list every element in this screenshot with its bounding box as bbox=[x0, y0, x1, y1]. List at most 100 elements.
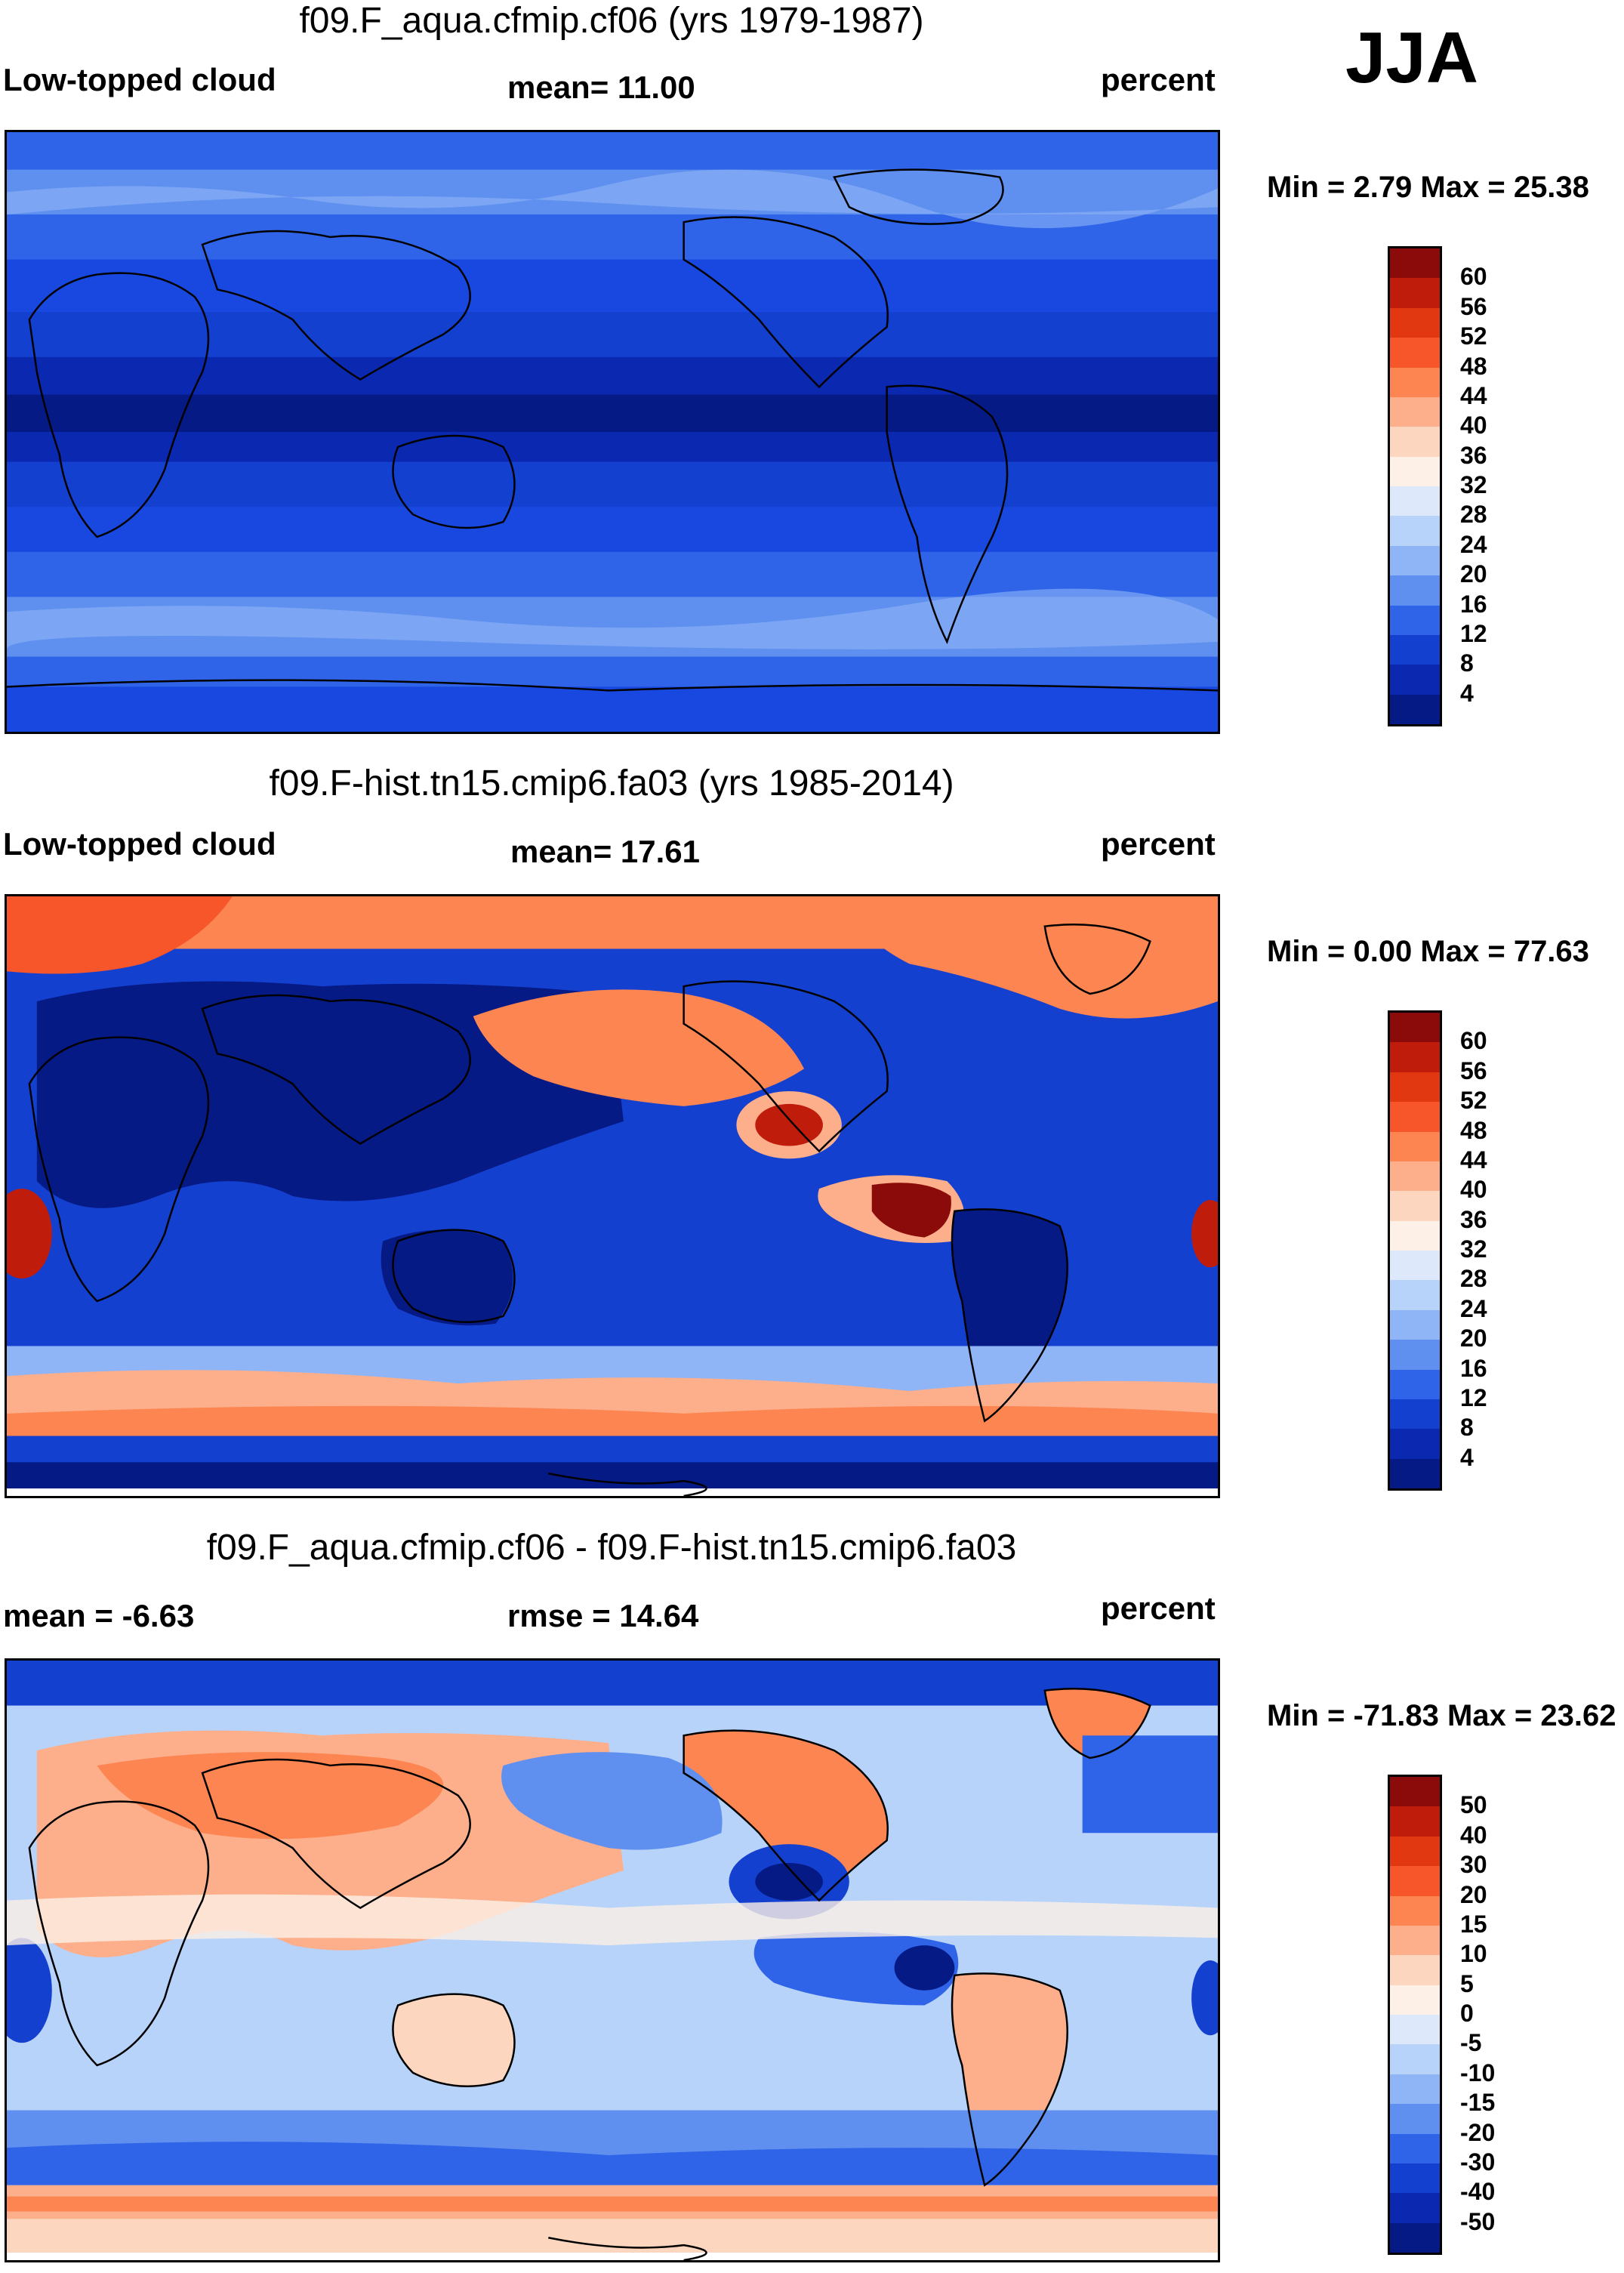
colorbar-tick-label: 40 bbox=[1460, 1821, 1487, 1849]
colorbar-tick-label: 8 bbox=[1460, 1414, 1474, 1442]
panel-2-left-label: Low-topped cloud bbox=[3, 826, 276, 862]
panel-2-map-svg bbox=[7, 896, 1218, 1496]
colorbar-swatch bbox=[1390, 545, 1440, 576]
panel-2-units-label: percent bbox=[1101, 826, 1216, 862]
colorbar-swatch bbox=[1390, 1102, 1440, 1132]
colorbar-swatch bbox=[1390, 1131, 1440, 1161]
panel-1-left-label: Low-topped cloud bbox=[3, 62, 276, 97]
colorbar-swatch bbox=[1390, 2015, 1440, 2045]
colorbar-swatch bbox=[1390, 634, 1440, 665]
colorbar-swatch bbox=[1390, 1309, 1440, 1340]
colorbar-swatch bbox=[1390, 248, 1440, 279]
panel-1-mean-label: mean= 11.00 bbox=[507, 69, 695, 105]
colorbar-tick-label: 40 bbox=[1460, 412, 1487, 439]
colorbar-swatch bbox=[1390, 694, 1440, 724]
colorbar-tick-label: 44 bbox=[1460, 381, 1487, 409]
colorbar-tick-label: 44 bbox=[1460, 1146, 1487, 1174]
colorbar-tick-label: 56 bbox=[1460, 1056, 1487, 1084]
colorbar-swatch bbox=[1390, 1777, 1440, 1807]
colorbar-tick-label: 15 bbox=[1460, 1910, 1487, 1938]
colorbar-swatch bbox=[1390, 575, 1440, 606]
colorbar-swatch bbox=[1390, 1429, 1440, 1459]
season-label: JJA bbox=[1345, 17, 1479, 98]
colorbar-swatch bbox=[1390, 2104, 1440, 2134]
colorbar-tick-label: 8 bbox=[1460, 649, 1474, 677]
colorbar-tick-label: 12 bbox=[1460, 1383, 1487, 1411]
panel-3-mean-label: mean = -6.63 bbox=[3, 1598, 195, 1633]
colorbar-tick-label: 48 bbox=[1460, 1116, 1487, 1144]
panel-2-map bbox=[5, 894, 1220, 1498]
colorbar-tick-label: 36 bbox=[1460, 441, 1487, 469]
colorbar-tick-label: 20 bbox=[1460, 560, 1487, 588]
colorbar-swatch bbox=[1390, 1013, 1440, 1043]
colorbar-swatch bbox=[1390, 278, 1440, 308]
colorbar-tick-label: 12 bbox=[1460, 619, 1487, 647]
panel-3-units-label: percent bbox=[1101, 1590, 1216, 1626]
colorbar-tick-label: 48 bbox=[1460, 352, 1487, 380]
colorbar-swatch bbox=[1390, 456, 1440, 486]
colorbar-tick-label: 28 bbox=[1460, 501, 1487, 529]
panel-2-title: f09.F-hist.tn15.cmip6.fa03 (yrs 1985-201… bbox=[269, 763, 954, 803]
colorbar-swatch bbox=[1390, 367, 1440, 397]
colorbar-tick-label: 60 bbox=[1460, 1027, 1487, 1055]
colorbar-swatch bbox=[1390, 1985, 1440, 2015]
colorbar-tick-label: 52 bbox=[1460, 322, 1487, 350]
colorbar-swatch bbox=[1390, 1161, 1440, 1192]
colorbar-tick-label: 40 bbox=[1460, 1176, 1487, 1204]
colorbar-tick-label: -30 bbox=[1460, 2148, 1496, 2176]
panel-2-colorbar bbox=[1388, 1010, 1442, 1491]
colorbar-swatch bbox=[1390, 1399, 1440, 1429]
colorbar-swatch bbox=[1390, 2222, 1440, 2253]
colorbar-tick-label: 52 bbox=[1460, 1087, 1487, 1115]
colorbar-tick-label: 4 bbox=[1460, 679, 1474, 707]
colorbar-tick-label: 32 bbox=[1460, 1235, 1487, 1263]
colorbar-tick-label: -20 bbox=[1460, 2118, 1496, 2146]
colorbar-swatch bbox=[1390, 1806, 1440, 1837]
colorbar-tick-label: 10 bbox=[1460, 1940, 1487, 1968]
colorbar-swatch bbox=[1390, 1042, 1440, 1072]
panel-3-colorbar bbox=[1388, 1775, 1442, 2255]
colorbar-tick-label: 36 bbox=[1460, 1205, 1487, 1233]
colorbar-swatch bbox=[1390, 1836, 1440, 1867]
colorbar-swatch bbox=[1390, 427, 1440, 457]
colorbar-swatch bbox=[1390, 2074, 1440, 2105]
panel-3-rmse-label: rmse = 14.64 bbox=[507, 1598, 699, 1633]
panel-1-map bbox=[5, 130, 1220, 734]
panel-1-minmax: Min = 2.79 Max = 25.38 bbox=[1267, 171, 1589, 204]
colorbar-swatch bbox=[1390, 516, 1440, 546]
colorbar-swatch bbox=[1390, 1191, 1440, 1221]
colorbar-swatch bbox=[1390, 1280, 1440, 1310]
panel-1-map-svg bbox=[7, 132, 1218, 732]
colorbar-swatch bbox=[1390, 2133, 1440, 2164]
panel-2-mean-label: mean= 17.61 bbox=[510, 834, 701, 869]
colorbar-tick-label: 24 bbox=[1460, 530, 1487, 558]
colorbar-tick-label: 56 bbox=[1460, 292, 1487, 320]
colorbar-tick-label: 16 bbox=[1460, 1354, 1487, 1382]
colorbar-swatch bbox=[1390, 1369, 1440, 1399]
colorbar-tick-label: -5 bbox=[1460, 2029, 1482, 2057]
colorbar-tick-label: 24 bbox=[1460, 1294, 1487, 1322]
colorbar-swatch bbox=[1390, 1340, 1440, 1370]
colorbar-tick-label: 20 bbox=[1460, 1880, 1487, 1908]
colorbar-swatch bbox=[1390, 338, 1440, 368]
colorbar-tick-label: 28 bbox=[1460, 1265, 1487, 1293]
panel-3-map-svg bbox=[7, 1661, 1218, 2260]
colorbar-tick-label: -10 bbox=[1460, 2059, 1496, 2086]
colorbar-swatch bbox=[1390, 2193, 1440, 2223]
colorbar-swatch bbox=[1390, 307, 1440, 338]
panel-1-colorbar bbox=[1388, 246, 1442, 726]
colorbar-swatch bbox=[1390, 1458, 1440, 1488]
colorbar-tick-label: 50 bbox=[1460, 1791, 1487, 1819]
colorbar-swatch bbox=[1390, 1866, 1440, 1896]
panel-1-units-label: percent bbox=[1101, 62, 1216, 97]
colorbar-tick-label: 0 bbox=[1460, 2000, 1474, 2027]
colorbar-tick-label: 5 bbox=[1460, 1969, 1474, 1997]
colorbar-tick-label: 60 bbox=[1460, 263, 1487, 291]
colorbar-swatch bbox=[1390, 486, 1440, 517]
colorbar-swatch bbox=[1390, 1925, 1440, 1956]
colorbar-swatch bbox=[1390, 1220, 1440, 1251]
panel-3-minmax: Min = -71.83 Max = 23.62 bbox=[1267, 1699, 1616, 1732]
colorbar-swatch bbox=[1390, 2044, 1440, 2074]
colorbar-tick-label: -50 bbox=[1460, 2207, 1496, 2235]
colorbar-tick-label: -40 bbox=[1460, 2178, 1496, 2206]
